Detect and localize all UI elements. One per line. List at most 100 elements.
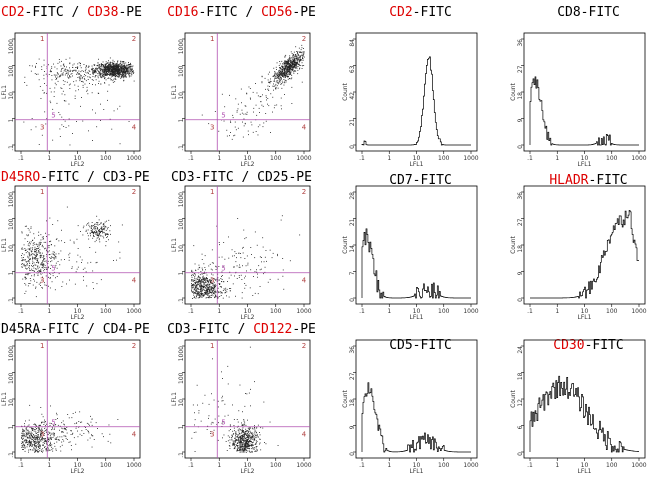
event-dot <box>264 256 266 258</box>
event-dot <box>254 436 256 438</box>
event-dot <box>117 65 119 67</box>
event-dot <box>279 80 281 82</box>
event-dot <box>228 277 230 279</box>
event-dot <box>246 93 248 95</box>
event-dot <box>29 283 31 284</box>
event-dot <box>284 72 286 73</box>
event-dot <box>33 271 35 272</box>
center-label: 5 <box>221 265 225 273</box>
event-dot <box>124 74 126 76</box>
event-dot <box>37 254 38 256</box>
event-dot <box>122 70 124 72</box>
event-dot <box>294 58 296 60</box>
x-tick-label: .1 <box>359 155 365 162</box>
event-dot <box>91 79 93 80</box>
event-dot <box>72 71 74 72</box>
event-dot <box>49 217 51 219</box>
event-dot <box>89 232 91 234</box>
event-dot <box>100 76 101 78</box>
event-dot <box>64 68 66 70</box>
event-dot <box>246 393 248 395</box>
event-dot <box>37 450 39 452</box>
x-axis-label: LFL2 <box>241 161 255 168</box>
event-dot <box>265 96 267 98</box>
event-dot <box>34 258 36 260</box>
event-dot <box>282 75 284 77</box>
event-dot <box>202 281 204 282</box>
event-dot <box>211 290 213 292</box>
event-dot <box>243 448 245 450</box>
event-dot <box>106 74 108 76</box>
event-dot <box>205 297 207 299</box>
event-dot <box>107 71 108 73</box>
event-dot <box>208 123 210 125</box>
event-dot <box>229 290 231 292</box>
event-dot <box>245 443 247 445</box>
event-dot <box>37 451 38 453</box>
event-dot <box>34 429 36 430</box>
panel-title: CD16-FITC / CD56-PE <box>167 5 316 20</box>
event-dot <box>81 430 83 432</box>
event-dot <box>105 73 107 75</box>
event-dot <box>50 433 52 435</box>
event-dot <box>202 293 204 295</box>
event-dot <box>121 67 122 69</box>
event-dot <box>88 130 89 132</box>
event-dot <box>100 63 102 64</box>
event-dot <box>268 105 270 107</box>
y-tick-label: 14 <box>349 245 356 253</box>
event-dot <box>76 268 78 270</box>
event-dot <box>87 76 89 78</box>
event-dot <box>194 287 196 289</box>
event-dot <box>119 257 121 259</box>
event-dot <box>232 114 234 116</box>
event-dot <box>88 423 89 425</box>
event-dot <box>22 434 23 436</box>
event-dot <box>289 60 291 61</box>
event-dot <box>234 438 236 439</box>
event-dot <box>297 62 298 64</box>
panel-p1: CD2-FITC / CD38-PE.1 1 10 100 1000LFL2.11101… <box>1 5 142 168</box>
event-dot <box>255 447 257 449</box>
event-dot <box>52 251 54 253</box>
event-dot <box>301 55 303 57</box>
event-dot <box>95 84 96 86</box>
event-dot <box>58 240 60 242</box>
event-dot <box>98 65 100 67</box>
event-dot <box>274 85 276 87</box>
event-dot <box>102 235 104 237</box>
event-dot <box>216 424 218 425</box>
event-dot <box>41 438 43 440</box>
event-dot <box>123 75 125 77</box>
event-dot <box>125 76 127 78</box>
event-dot <box>21 255 22 256</box>
plot-frame <box>523 32 646 152</box>
event-dot <box>52 447 54 449</box>
y-tick-label: 0 <box>517 452 524 456</box>
event-dot <box>86 86 88 88</box>
event-dot <box>265 250 267 251</box>
event-dot <box>292 67 293 68</box>
event-dot <box>203 295 204 297</box>
event-dot <box>288 76 289 77</box>
event-dot <box>42 263 44 265</box>
event-dot <box>29 65 31 67</box>
event-dot <box>73 242 75 244</box>
event-dot <box>113 72 115 73</box>
event-dot <box>268 90 270 91</box>
event-dot <box>102 69 103 71</box>
event-dot <box>81 78 83 80</box>
event-dot <box>59 114 61 116</box>
event-dot <box>250 445 251 447</box>
event-dot <box>281 66 283 68</box>
event-dot <box>116 65 118 67</box>
event-dot <box>32 444 34 446</box>
event-dot <box>238 266 240 268</box>
event-dot <box>110 225 111 227</box>
event-dot <box>34 250 35 252</box>
event-dot <box>114 73 116 74</box>
event-dot <box>54 428 55 430</box>
event-dot <box>260 96 262 97</box>
event-dot <box>240 448 242 450</box>
event-dot <box>286 70 288 72</box>
